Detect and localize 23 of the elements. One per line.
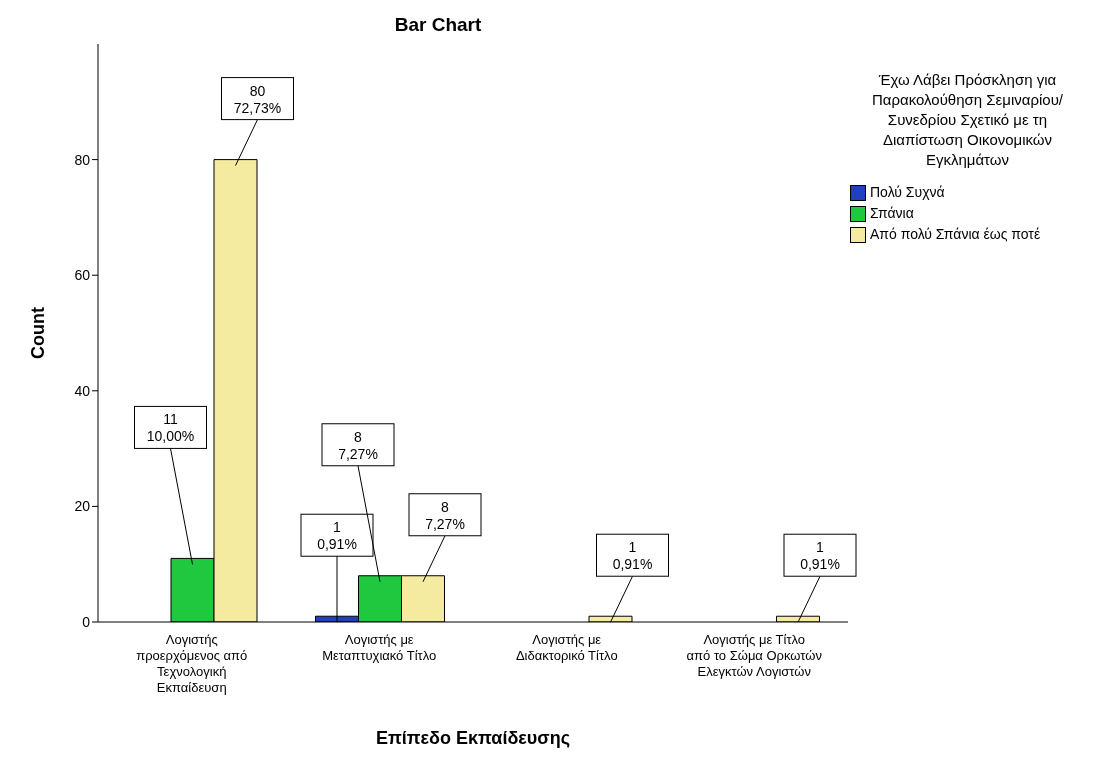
legend-title: Έχω Λάβει Πρόσκληση για Παρακολούθηση Σεμιναρίου/Συνεδρίου Σχετικό με τη Διαπίστωση Οικονομικών Εγκλημάτων: [870, 70, 1064, 170]
y-tick-label: 60: [74, 267, 91, 284]
data-label: 8 7,27%: [425, 498, 465, 532]
chart-title: Bar Chart: [393, 14, 483, 36]
x-tick-label: Λογιστής με Διδακτορικό Τίτλο: [515, 632, 618, 663]
x-tick-label: Λογιστής με Τίτλο από το Σώμα Ορκωτών Ελεγκτών Λογιστών: [686, 632, 822, 679]
legend-label: Σπάνια: [870, 205, 914, 221]
legend-label: Πολύ Συχνά: [870, 184, 945, 200]
y-tick-label: 80: [74, 151, 91, 168]
x-tick-label: Λογιστής με Μεταπτυχιακό Τίτλο: [322, 632, 437, 663]
data-label: 80 72,73%: [233, 82, 282, 116]
y-axis-title: Count: [28, 307, 49, 359]
x-axis-title: Επίπεδο Εκπαίδευσης: [375, 728, 571, 748]
y-tick-label: 20: [74, 498, 91, 515]
y-tick-label: 40: [74, 382, 91, 399]
data-label: 8 7,27%: [338, 428, 378, 462]
y-tick-label: 0: [82, 613, 91, 630]
data-label: 11 10,00%: [146, 411, 195, 445]
x-tick-label: Λογιστής προερχόμενος από Τεχνολογική Εκπαίδευση: [136, 632, 248, 695]
data-label: 1 0,91%: [800, 539, 840, 573]
data-label: 1 0,91%: [612, 539, 653, 573]
legend-label: Από πολύ Σπάνια έως ποτέ: [870, 226, 1041, 242]
data-label: 1 0,91%: [317, 519, 357, 553]
